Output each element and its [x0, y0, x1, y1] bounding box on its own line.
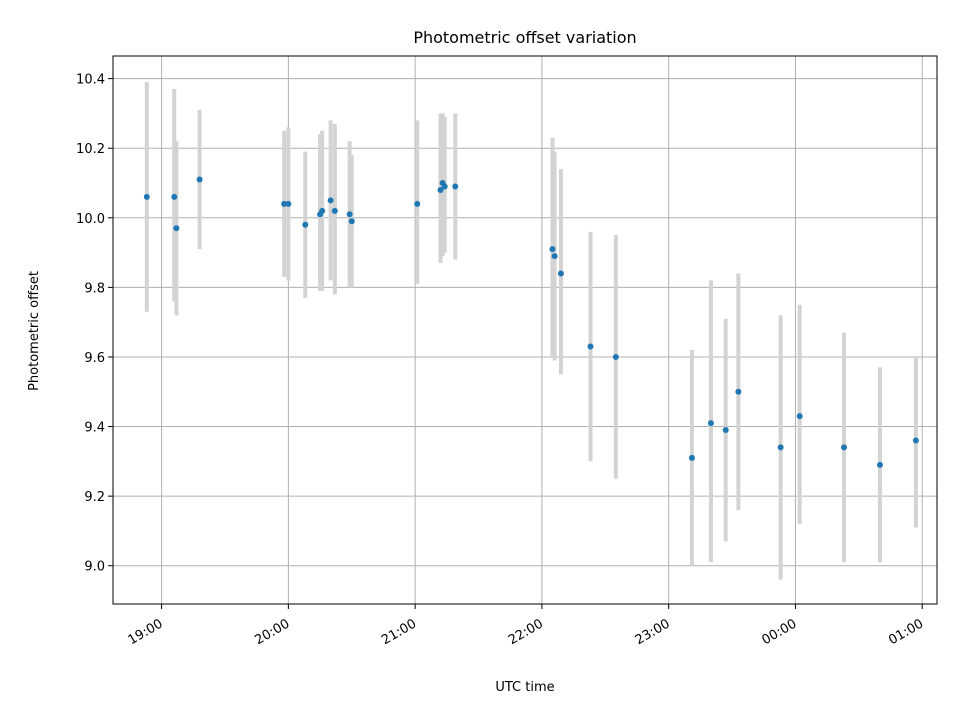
data-point [777, 444, 784, 451]
data-point [331, 207, 338, 214]
data-point [173, 225, 180, 232]
data-points [143, 176, 919, 468]
data-point [612, 353, 619, 360]
y-tick-label: 10.4 [76, 73, 105, 88]
data-point [557, 270, 564, 277]
data-point [327, 197, 334, 204]
data-point [171, 193, 178, 200]
plot-frame [112, 55, 938, 605]
data-point [348, 218, 355, 225]
data-point [414, 200, 421, 207]
data-point [876, 461, 883, 468]
y-tick-label: 9.4 [84, 421, 105, 436]
y-tick-label: 9.0 [84, 560, 105, 575]
data-point [841, 444, 848, 451]
data-point [735, 388, 742, 395]
data-point [346, 211, 353, 218]
data-point [722, 427, 729, 434]
data-point [302, 221, 309, 228]
data-point [143, 193, 150, 200]
data-point [796, 413, 803, 420]
x-axis-label: UTC time [495, 680, 554, 695]
data-point [281, 200, 288, 207]
y-tick-label: 9.8 [84, 281, 105, 296]
data-point [196, 176, 203, 183]
data-point [587, 343, 594, 350]
y-tick-label: 10.0 [76, 212, 105, 227]
data-point [285, 200, 292, 207]
chart-title: Photometric offset variation [413, 28, 636, 47]
y-tick-label: 10.2 [76, 142, 105, 157]
y-axis-ticks: 9.0 9.2 9.4 9.6 9.8 10.0 10.2 10.4 [76, 73, 113, 575]
data-point [707, 420, 714, 427]
y-axis-label: Photometric offset [27, 271, 42, 391]
data-point [437, 186, 444, 193]
grid [113, 56, 937, 604]
y-tick-label: 9.2 [84, 490, 105, 505]
data-point [912, 437, 919, 444]
data-point [441, 183, 448, 190]
data-point [688, 454, 695, 461]
data-point [319, 207, 326, 214]
y-tick-label: 9.6 [84, 351, 105, 366]
data-point [551, 253, 558, 260]
data-point [452, 183, 459, 190]
data-point [549, 246, 556, 253]
